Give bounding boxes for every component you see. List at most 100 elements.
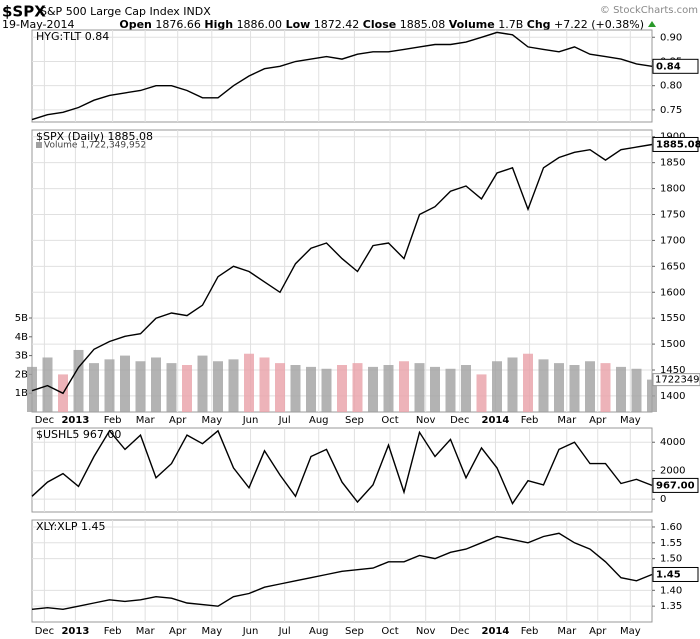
- line: [31, 143, 653, 395]
- quote-value: 1886.00: [237, 18, 283, 31]
- volume-icon: [36, 142, 42, 148]
- y-tick-label: 1500: [660, 339, 685, 350]
- x-tick-label: Jul: [278, 415, 291, 426]
- x-tick-label: Mar: [136, 626, 156, 637]
- volume-bar: [631, 368, 642, 412]
- volume-bar: [399, 361, 409, 412]
- y-tick-label: 0: [660, 494, 666, 505]
- volume-bar: [368, 366, 378, 412]
- x-tick-label: Mar: [557, 415, 577, 426]
- x-tick-label: Mar: [557, 626, 577, 637]
- last-volume-box: [652, 373, 700, 387]
- volume-bar: [120, 355, 130, 412]
- volume-bar: [275, 363, 285, 412]
- x-tick-label: May: [620, 415, 641, 426]
- line: [31, 31, 653, 121]
- volume-bar: [151, 357, 161, 412]
- x-tick-label: Oct: [381, 626, 398, 637]
- y-tick-label: 1.55: [660, 538, 682, 549]
- last-value-label: 0.84: [656, 61, 681, 72]
- x-tick-label: Dec: [35, 626, 54, 637]
- y2-tick-label: 1B: [15, 388, 28, 399]
- volume-bar: [647, 379, 657, 412]
- volume-bar: [306, 366, 316, 412]
- x-tick-label: Mar: [136, 415, 156, 426]
- symbol-name: S&P 500 Large Cap Index INDX: [40, 5, 211, 18]
- panel: [31, 29, 653, 123]
- x-tick-label: Feb: [104, 626, 122, 637]
- x-tick-label: Jul: [278, 626, 291, 637]
- volume-bar: [600, 363, 611, 412]
- last-volume-label: 1722349: [655, 375, 700, 386]
- volume-bar: [166, 363, 177, 412]
- y2-tick-label: 3B: [15, 351, 28, 362]
- line: [31, 429, 653, 505]
- volume-bar: [244, 353, 254, 412]
- y-tick-label: 0.80: [660, 81, 682, 92]
- volume-bar: [89, 363, 99, 412]
- volume-bar: [259, 357, 270, 412]
- y-tick-label: 1750: [660, 209, 685, 220]
- x-tick-label: Dec: [35, 415, 54, 426]
- quote-value: 1885.08: [400, 18, 446, 31]
- volume-bar: [476, 374, 487, 412]
- x-tick-label: Aug: [309, 415, 329, 426]
- last-value-label: 1.45: [656, 569, 681, 580]
- volume-bar: [616, 366, 626, 412]
- volume-bar: [585, 361, 595, 412]
- last-value-box: [652, 136, 699, 152]
- x-tick-label: Sep: [345, 415, 364, 426]
- last-value-label: 967.00: [656, 480, 695, 491]
- y-tick-label: 1.60: [660, 522, 682, 533]
- quote-label: Volume: [449, 18, 495, 31]
- legend: XLY:XLP 1.45: [36, 520, 105, 533]
- y-tick-label: 1700: [660, 235, 685, 246]
- y-tick-label: 0.90: [660, 32, 682, 43]
- y2-tick-label: 2B: [15, 369, 28, 380]
- last-value-box: [652, 477, 699, 493]
- x-tick-label: Dec: [450, 415, 469, 426]
- volume-bar: [492, 361, 502, 412]
- volume-bar: [507, 357, 518, 412]
- x-tick-label: Dec: [450, 626, 469, 637]
- x-tick-label: Apr: [169, 626, 187, 637]
- volume-bar: [27, 366, 37, 412]
- quote-label: Low: [286, 18, 311, 31]
- x-tick-label: 2014: [482, 415, 510, 426]
- x-tick-label: May: [201, 415, 222, 426]
- x-tick-label: May: [620, 626, 641, 637]
- volume-bar: [135, 361, 146, 412]
- y-tick-label: 1800: [660, 184, 685, 195]
- volume-bar: [414, 363, 425, 412]
- y-tick-label: 1.50: [660, 554, 682, 565]
- volume-bar: [569, 365, 580, 412]
- volume-bar: [523, 353, 533, 412]
- y-tick-label: 2000: [660, 466, 685, 477]
- quote-value: 1876.66: [155, 18, 201, 31]
- y-tick-label: 1650: [660, 261, 685, 272]
- x-tick-label: Jun: [242, 626, 259, 637]
- volume-bar: [554, 363, 564, 412]
- x-tick-label: Feb: [104, 415, 122, 426]
- y-tick-label: 1.40: [660, 585, 682, 596]
- volume-bar: [321, 368, 332, 412]
- symbol: $SPX: [2, 3, 46, 21]
- x-tick-label: Feb: [521, 415, 539, 426]
- last-value-box: [652, 566, 699, 582]
- x-tick-label: Jun: [242, 415, 259, 426]
- x-tick-label: 2013: [61, 626, 89, 637]
- last-value-box: [652, 58, 699, 74]
- quote-label: Close: [363, 18, 396, 31]
- x-tick-label: Nov: [416, 415, 436, 426]
- last-value-label: 1885.08: [656, 139, 700, 150]
- quote-label: High: [204, 18, 233, 31]
- y-tick-label: 0.75: [660, 105, 682, 116]
- y-tick-label: 1450: [660, 365, 685, 376]
- x-tick-label: Apr: [169, 415, 187, 426]
- quote-value: 1.7B: [498, 18, 523, 31]
- volume-bar: [197, 355, 208, 412]
- y2-tick-label: 4B: [15, 332, 28, 343]
- quote: Open 1876.66 High 1886.00 Low 1872.42 Cl…: [119, 18, 644, 31]
- x-tick-label: 2014: [482, 626, 510, 637]
- x-tick-label: May: [201, 626, 222, 637]
